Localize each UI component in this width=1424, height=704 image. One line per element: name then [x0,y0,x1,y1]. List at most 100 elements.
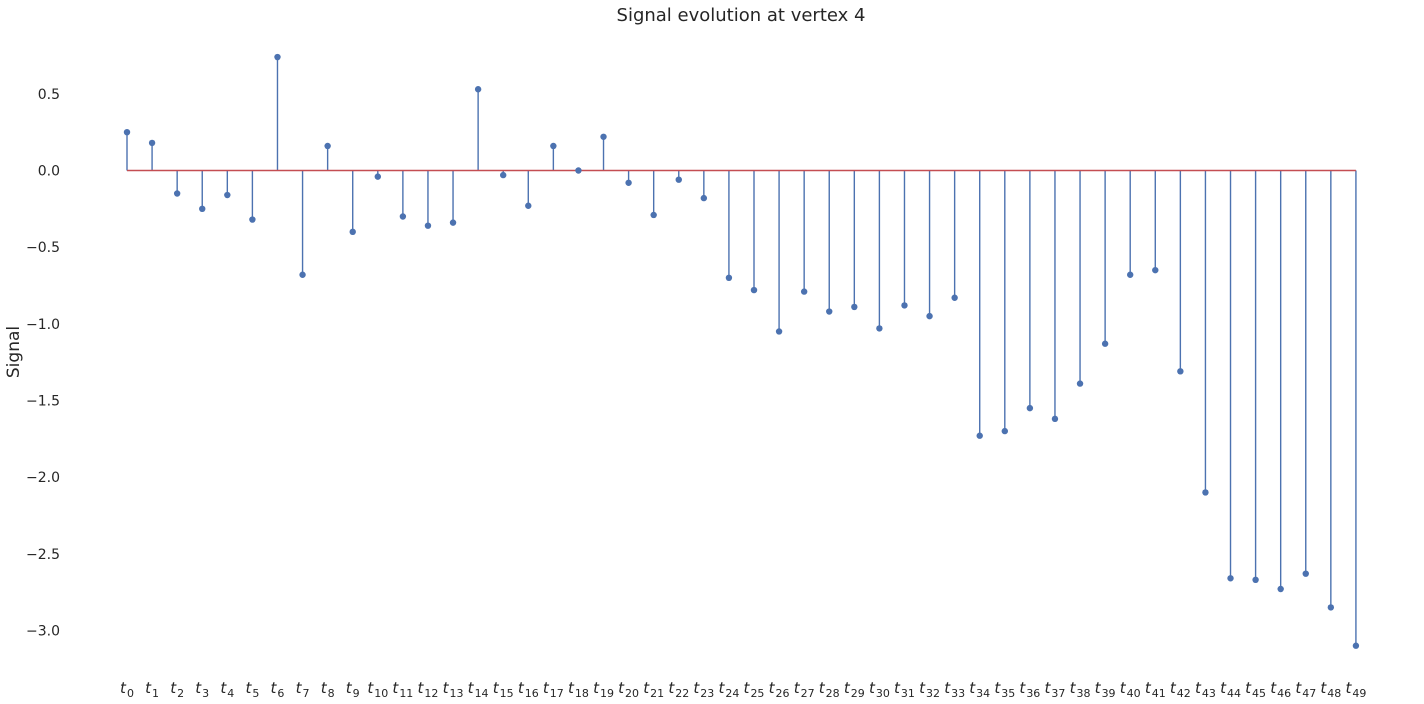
stem-marker [1001,427,1008,435]
x-tick-label: t5 [245,679,259,700]
stem-lines [126,57,1357,646]
x-tick-label: t25 [744,679,765,700]
stem-marker [901,302,908,309]
stem-marker [399,213,407,220]
stem-marker [700,194,708,202]
stem-marker [951,294,958,301]
stem-marker [800,288,808,295]
chart-title: Signal evolution at vertex 4 [617,5,866,26]
x-tick-label: t48 [1320,679,1341,700]
x-tick-label: t38 [1070,679,1091,700]
stem-marker [1177,368,1184,375]
x-tick-label: t12 [418,679,439,700]
stem-marker [575,167,582,174]
stem-marker [1327,604,1335,611]
x-tick-label: t0 [120,679,134,700]
stem-markers [123,53,1360,649]
x-tick-label: t4 [220,679,234,700]
x-tick-label: t7 [296,679,310,700]
x-tick-label: t19 [593,679,614,700]
x-tick-label: t37 [1045,679,1066,700]
stem-marker [1101,340,1109,347]
stem-marker [474,86,482,93]
x-tick-label: t15 [493,679,514,700]
stem-marker [199,205,206,213]
stem-marker [600,133,607,140]
x-tick-label: t36 [1019,679,1040,700]
stem-marker [625,179,632,186]
stem-marker [775,328,783,335]
stem-marker [1152,266,1159,274]
x-tick-label: t6 [271,679,285,700]
y-tick-label: 0.0 [38,164,60,180]
stem-marker [249,216,256,223]
x-tick-label: t34 [969,679,990,700]
stem-marker [1202,489,1209,496]
stem-marker [1051,415,1059,423]
x-tick-label: t9 [346,679,360,700]
stem-marker [926,312,933,320]
x-tick-label: t28 [819,679,840,700]
x-tick-label: t46 [1270,679,1291,700]
stem-marker [274,53,281,61]
stem-marker [123,128,131,136]
stem-marker [1277,585,1284,593]
x-tick-label: t41 [1145,679,1166,700]
y-tick-label: −2.5 [26,547,60,563]
y-tick-label: −0.5 [26,240,60,256]
x-tick-label: t3 [195,679,209,700]
x-tick-label: t29 [844,679,865,700]
stem-marker [424,222,432,229]
stem-marker [224,191,231,199]
stem-marker [1127,271,1134,278]
x-tick-label: t11 [392,679,413,700]
x-tick-label: t31 [894,679,915,700]
stem-marker [349,228,356,236]
y-tick-label: −2.0 [26,470,60,486]
y-tick-label: −1.0 [26,317,60,333]
x-tick-label: t32 [919,679,940,700]
y-tick-labels: 0.5 0.0 −0.5 −1.0 −1.5 −2.0 −2.5 −3.0 [26,87,60,640]
x-tick-label: t2 [170,679,184,700]
x-tick-label: t17 [543,679,564,700]
x-tick-label: t39 [1095,679,1116,700]
stem-marker [725,274,733,282]
x-tick-label: t23 [693,679,714,700]
stem-marker [525,202,532,209]
stem-marker [1252,576,1259,584]
stem-marker [826,308,833,315]
stem-marker [374,173,381,180]
x-tick-label: t40 [1120,679,1141,700]
x-tick-label: t30 [869,679,890,700]
x-tick-label: t1 [145,679,159,700]
x-tick-labels: t0 t1 t2 t3 t4 t5 t6 t7 t8 t9 t10 t11 t12 t13 t14 t15 t1… [120,679,1366,700]
x-tick-label: t18 [568,679,589,700]
x-tick-label: t21 [643,679,664,700]
x-tick-label: t33 [944,679,965,700]
stem-marker [976,432,983,439]
x-tick-label: t44 [1220,679,1241,700]
x-tick-label: t35 [994,679,1015,700]
stem-marker [1076,380,1084,387]
x-tick-label: t42 [1170,679,1191,700]
stem-marker [1352,642,1360,649]
x-tick-label: t10 [367,679,388,700]
y-tick-label: 0.5 [38,87,60,103]
x-tick-label: t16 [518,679,539,700]
x-tick-label: t14 [468,679,489,700]
stem-marker [449,219,457,226]
stem-marker [550,142,557,150]
x-tick-label: t49 [1345,679,1366,700]
x-tick-label: t24 [718,679,739,700]
y-tick-label: −3.0 [26,623,60,639]
stem-marker [299,271,306,278]
stem-marker [324,142,331,150]
stem-marker [1026,404,1034,412]
stem-marker [876,325,883,332]
x-tick-label: t27 [794,679,815,700]
stem-marker [650,211,657,219]
y-axis-label: Signal [4,326,24,378]
x-tick-label: t20 [618,679,639,700]
stem-marker [500,171,507,179]
stem-marker [750,286,758,294]
